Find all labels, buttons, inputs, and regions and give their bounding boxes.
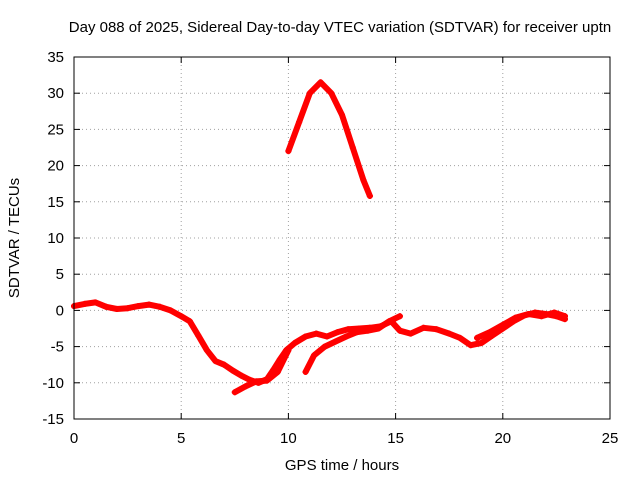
series-line-track-1 [71,299,568,386]
y-tick-label: 10 [47,230,64,247]
data-point [349,144,356,151]
x-axis-label: GPS time / hours [285,457,399,474]
y-tick-label: -15 [42,411,64,428]
data-point [364,327,371,334]
y-tick-label: 5 [56,266,64,283]
y-tick-label: 35 [47,49,64,66]
data-point [146,301,153,308]
grid-lines [74,57,610,419]
y-tick-label: 25 [47,121,64,138]
data-point [124,305,131,312]
data-point [407,330,414,337]
data-point [263,377,270,384]
data-point [311,352,318,359]
data-point [238,372,245,379]
x-tick-label: 20 [494,430,511,447]
data-point [339,111,345,118]
data-point [386,318,393,325]
data-point [103,303,110,310]
data-point [81,300,88,307]
y-tick-label: -5 [51,339,64,356]
data-point [302,368,309,375]
data-point [561,313,568,320]
data-point [221,361,228,368]
data-point [332,338,339,345]
data-point [113,305,120,312]
data-series [71,79,568,396]
data-point [467,342,474,349]
data-point [229,367,236,374]
data-point [334,329,341,336]
data-point [478,339,485,346]
data-point [306,90,313,97]
x-tick-label: 5 [177,430,185,447]
data-point [551,309,558,316]
y-tick-label: 30 [47,85,64,102]
data-point [231,389,238,396]
data-point [203,347,210,354]
data-point [345,326,352,333]
data-point [253,378,260,385]
data-point [178,313,185,320]
data-point [186,318,193,325]
data-point [538,313,545,320]
data-point [433,326,440,333]
data-point [366,193,373,200]
data-point [474,334,481,341]
data-point [328,90,335,97]
y-tick-label: 15 [47,194,64,211]
y-axis-label: SDTVAR / TECUs [6,178,23,298]
data-point [486,329,493,336]
y-tick-label: 20 [47,158,64,175]
data-point [291,339,298,346]
data-point [135,303,142,310]
data-point [242,383,249,390]
data-point [456,334,463,341]
data-point [156,303,163,310]
x-tick-label: 25 [602,430,619,447]
data-point [512,314,519,321]
data-point [375,325,382,332]
data-point [274,368,281,375]
x-tick-label: 10 [280,430,297,447]
y-tick-label: -10 [42,375,64,392]
data-point [296,119,303,126]
data-point [321,343,328,350]
data-point [212,358,219,365]
data-point [323,333,330,340]
data-point [195,332,202,339]
data-point [167,307,174,314]
x-tick-label: 15 [387,430,404,447]
series-line-track-3 [285,79,373,199]
axis-ticks: 0 5 10 15 20 25 -15 -10 -5 0 5 10 15 20 25 30 35 [42,49,618,447]
x-tick-label: 0 [70,430,78,447]
data-point [302,333,309,340]
data-point [420,324,427,331]
y-tick-label: 0 [56,302,64,319]
data-point [92,299,99,306]
data-point [354,329,361,336]
data-point [499,321,506,328]
data-point [396,313,403,320]
series-line-track-4 [302,313,403,375]
chart-title: Day 088 of 2025, Sidereal Day-to-day VTE… [69,19,611,36]
data-point [343,333,350,340]
data-point [285,148,292,155]
data-point [396,327,403,334]
data-point [285,347,292,354]
data-point [313,330,320,337]
data-point [317,79,324,86]
data-point [360,177,367,184]
data-point [446,330,453,337]
data-point [525,311,532,318]
